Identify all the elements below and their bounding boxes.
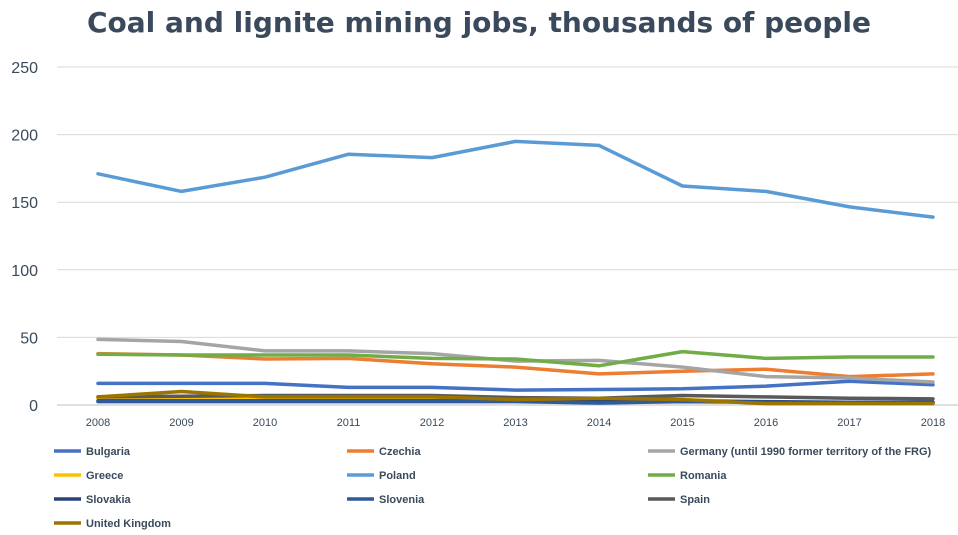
legend: Bulgaria Czechia Germany (until 1990 forme… (54, 446, 932, 530)
x-tick-label: 2011 (337, 417, 361, 429)
legend-item: Bulgaria (54, 446, 131, 458)
series-lines (96, 139, 935, 406)
x-tick-label: 2016 (754, 417, 778, 429)
legend-item: Romania (648, 470, 727, 482)
y-tick-label: 200 (11, 128, 38, 145)
legend-item: Slovakia (54, 494, 132, 506)
series-line-romania (96, 349, 935, 368)
series-line-bulgaria (96, 379, 935, 392)
legend-label: Slovakia (86, 494, 132, 506)
series-line-united (96, 389, 935, 406)
legend-item: Slovenia (347, 494, 425, 506)
x-tick-label: 2017 (837, 417, 861, 429)
legend-item: Spain (648, 494, 710, 506)
y-tick-label: 150 (11, 195, 38, 212)
series-line-poland (96, 139, 935, 219)
legend-item: United Kingdom (54, 518, 171, 530)
legend-label: United Kingdom (86, 518, 171, 530)
x-tick-label: 2008 (86, 417, 110, 429)
chart-title: Coal and lignite mining jobs, thousands … (87, 6, 871, 39)
legend-label: Czechia (379, 446, 421, 458)
legend-label: Germany (until 1990 former territory of … (680, 446, 932, 458)
legend-item: Poland (347, 470, 416, 482)
legend-label: Poland (379, 470, 416, 482)
x-tick-label: 2015 (670, 417, 694, 429)
legend-item: Greece (54, 470, 123, 482)
y-tick-label: 250 (11, 60, 38, 77)
x-tick-label: 2009 (169, 417, 193, 429)
y-tick-label: 100 (11, 263, 38, 280)
x-tick-label: 2010 (253, 417, 277, 429)
y-tick-label: 0 (29, 398, 38, 415)
legend-label: Bulgaria (86, 446, 131, 458)
legend-item: Czechia (347, 446, 421, 458)
legend-label: Slovenia (379, 494, 425, 506)
y-tick-label: 50 (20, 330, 38, 347)
legend-label: Romania (680, 470, 727, 482)
x-tick-label: 2012 (420, 417, 444, 429)
x-tick-label: 2018 (921, 417, 945, 429)
series-line-germany (96, 337, 935, 384)
series-line-czechia (96, 351, 935, 379)
legend-item: Germany (until 1990 former territory of … (648, 446, 932, 458)
gridlines (57, 66, 958, 338)
legend-label: Spain (680, 494, 710, 506)
x-tick-label: 2013 (503, 417, 527, 429)
legend-label: Greece (86, 470, 123, 482)
x-tick-label: 2014 (587, 417, 611, 429)
